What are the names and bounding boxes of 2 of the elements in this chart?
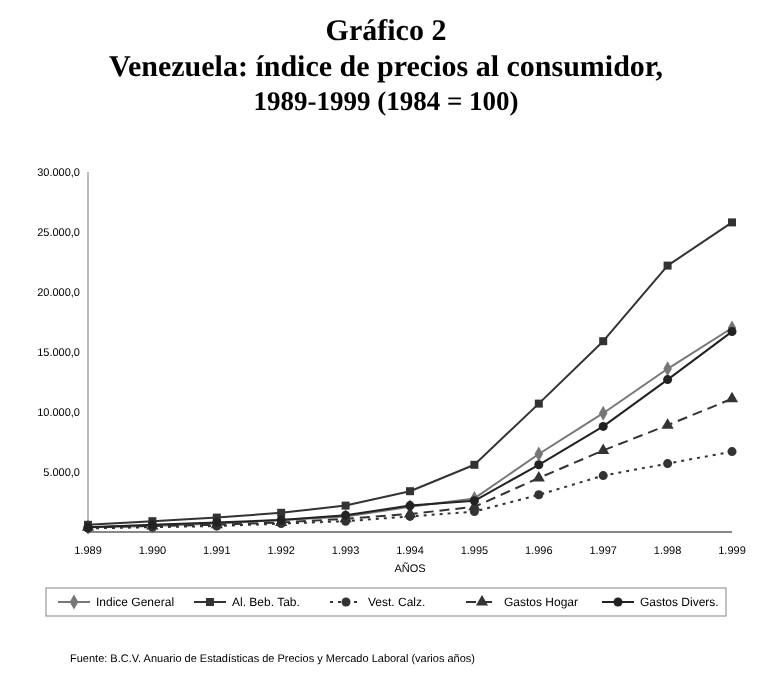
chart-subtitle: Venezuela: índice de precios al consumidor, 1989-1999 (1984 = 100) (109, 52, 664, 116)
chart-title: Gráfico 2 (325, 16, 447, 48)
